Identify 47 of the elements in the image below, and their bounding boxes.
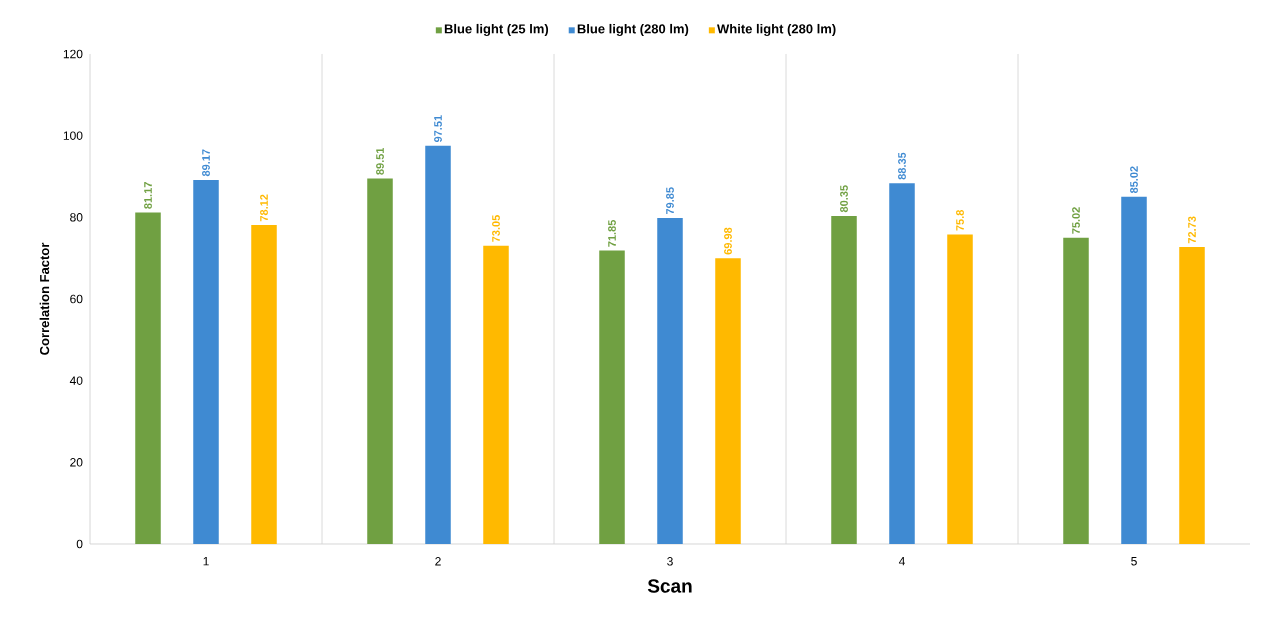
bar [251,225,277,544]
data-label: 97.51 [434,115,442,143]
data-label: 85.02 [1130,166,1138,194]
x-tick-label: 5 [1131,557,1137,566]
y-tick-label: 100 [63,131,83,140]
data-label: 75.02 [1072,207,1080,234]
x-tick-label: 3 [667,557,673,566]
legend-label: White light (280 lm) [717,23,836,37]
bar [1179,247,1205,544]
y-tick-label: 40 [69,376,83,385]
y-tick-label: 60 [70,294,83,304]
bar [657,217,683,544]
data-label: 79.85 [666,187,674,215]
data-label: 69.98 [724,227,732,255]
y-tick-label: 120 [63,49,83,59]
data-label: 89.51 [376,147,384,175]
bar [193,179,219,544]
data-label: 88.35 [898,152,906,180]
bar [1121,196,1147,544]
x-tick-label: 4 [898,557,905,566]
data-label: 71.85 [608,220,616,247]
data-label: 80.35 [840,185,848,213]
bar [483,245,509,544]
y-axis-title: Correlation Factor [39,242,50,355]
bar [831,215,857,544]
bar [367,178,393,544]
y-tick-label: 80 [70,213,83,222]
x-tick-label: 2 [435,557,441,566]
y-tick-label: 20 [70,458,83,467]
bar [1063,237,1089,544]
bar [135,212,161,544]
data-label: 75.8 [956,210,964,231]
data-label: 72.73 [1188,216,1196,244]
data-label: 73.05 [492,215,500,242]
bar [715,258,741,544]
data-label: 89.17 [202,149,210,177]
data-label: 78.12 [260,194,268,222]
legend-label: Blue light (25 lm) [444,23,549,37]
bar [599,250,625,544]
x-axis-title: Scan [647,579,692,593]
y-tick-label: 0 [76,539,83,549]
legend-label: Blue light (280 lm) [577,23,689,37]
data-label: 81.17 [144,182,152,209]
bar [947,234,973,544]
bar [425,145,451,544]
bar [889,183,915,544]
x-tick-label: 1 [203,557,209,566]
